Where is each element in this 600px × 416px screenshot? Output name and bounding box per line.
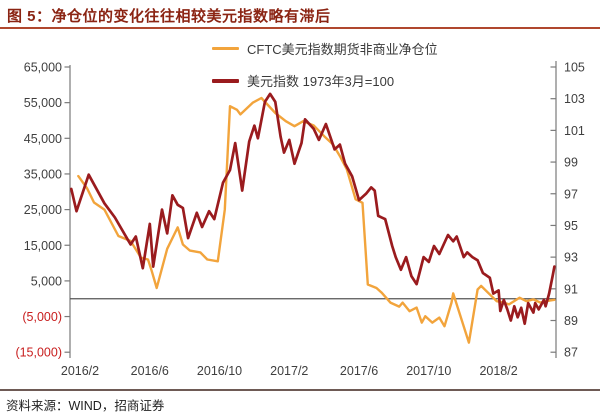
x-axis-tick-label: 2018/2 (479, 364, 517, 378)
series-line-usd-index (69, 92, 556, 326)
right-axis-tick-label: 105 (564, 61, 585, 75)
series-line-cftc-net-position (77, 96, 556, 344)
left-axis-tick-label: 15,000 (24, 239, 62, 253)
right-axis-tick-label: 89 (564, 314, 578, 328)
x-axis-tick-label: 2016/6 (131, 364, 169, 378)
left-axis-tick-label: 25,000 (24, 203, 62, 217)
bottom-rule (0, 389, 600, 391)
legend-line-swatch-cftc-icon (212, 47, 239, 50)
left-axis-tick-label: 35,000 (24, 167, 62, 181)
legend-line-swatch-usd-icon (212, 78, 239, 83)
legend-item-usd-index: 美元指数 1973年3月=100 (212, 71, 438, 90)
x-axis-tick-label: 2017/2 (270, 364, 308, 378)
legend-label-usd-index: 美元指数 1973年3月=100 (247, 74, 395, 89)
right-axis-tick-label: 95 (564, 219, 578, 233)
source-text: 资料来源：WIND，招商证券 (6, 399, 165, 413)
right-axis-tick-label: 93 (564, 251, 578, 265)
left-axis-tick-label: (15,000) (15, 346, 62, 360)
left-axis-tick-label: 5,000 (31, 274, 62, 288)
page-title: 图 5：净仓位的变化往往相较美元指数略有滞后 (7, 8, 331, 25)
right-axis-tick-label: 101 (564, 124, 585, 138)
right-axis-tick-label: 87 (564, 346, 578, 360)
right-axis-tick-label: 99 (564, 156, 578, 170)
legend-item-cftc: CFTC美元指数期货非商业净仓位 (212, 39, 438, 58)
x-axis-tick-label: 2016/10 (197, 364, 242, 378)
legend-label-cftc: CFTC美元指数期货非商业净仓位 (247, 42, 438, 57)
left-axis-tick-label: 45,000 (24, 132, 62, 146)
right-axis-tick-label: 103 (564, 92, 585, 106)
left-axis-tick-label: 55,000 (24, 96, 62, 110)
left-axis-tick-label: 65,000 (24, 61, 62, 75)
title-rule (0, 27, 600, 29)
x-axis-tick-label: 2017/6 (340, 364, 378, 378)
left-axis-tick-label: (5,000) (22, 310, 62, 324)
right-axis-tick-label: 91 (564, 282, 578, 296)
x-axis-tick-label: 2016/2 (61, 364, 99, 378)
chart-legend: CFTC美元指数期货非商业净仓位 美元指数 1973年3月=100 (212, 39, 438, 90)
right-axis-tick-label: 97 (564, 187, 578, 201)
x-axis-tick-label: 2017/10 (406, 364, 451, 378)
